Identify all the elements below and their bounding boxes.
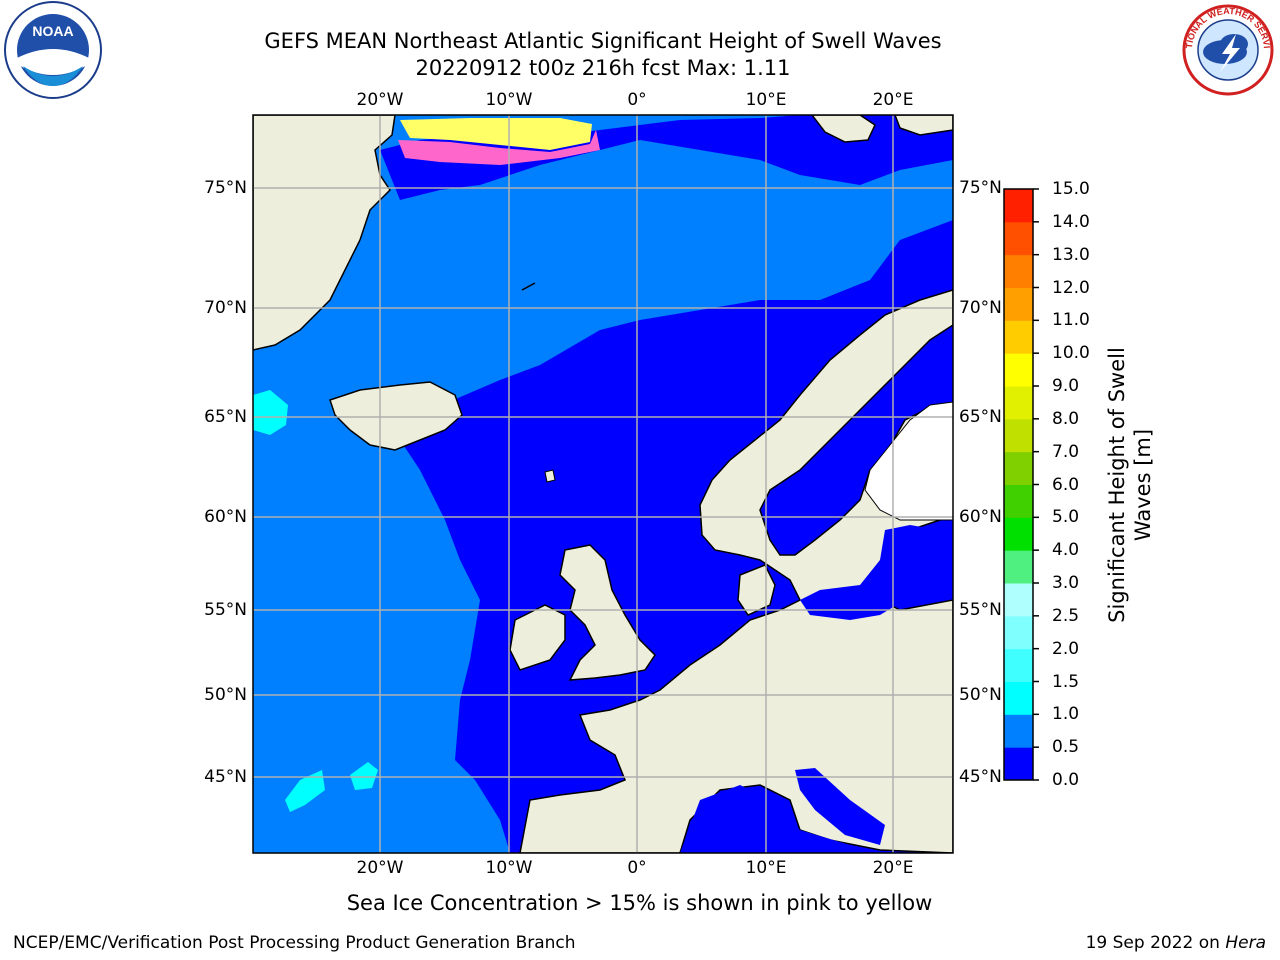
colorbar-segment [1004,221,1033,256]
colorbar-tick-label: 2.5 [1052,605,1080,626]
colorbar-tick-label: 13.0 [1052,244,1090,265]
colorbar-tick-label: 11.0 [1052,310,1090,331]
lat-label-right-55n: 55°N [959,600,1002,620]
colorbar-segment [1004,254,1033,288]
run-date: 19 Sep 2022 on Hera [1086,933,1266,953]
colorbar-tick-label: 2.0 [1052,638,1080,659]
colorbar-tick-label: 14.0 [1052,211,1090,232]
colorbar-tick-label: 12.0 [1052,277,1090,298]
sea-mediterranean [680,785,890,853]
sea-adriatic [795,768,885,845]
noaa-logo-icon: NOAA [4,1,102,99]
lon-label-bottom-0: 0° [627,858,647,878]
lon-label-top-0: 0° [627,90,647,110]
graticule [253,115,953,853]
colorbar-segment [1004,550,1033,584]
lat-label-right-65n: 65°N [959,407,1002,427]
lat-label-left-70n: 70°N [204,298,247,318]
colorbar-segment [1004,418,1033,453]
nws-logo-icon: NATIONAL WEATHER SERVICE [1178,4,1274,96]
colorbar-tick-label: 15.0 [1052,179,1090,199]
colorbar-tick-label: 1.0 [1052,704,1080,725]
lat-label-left-45n: 45°N [204,767,247,787]
land-svalbard [811,115,876,143]
colorbar-segment [1004,451,1033,485]
swell-zone-cyan-west [253,390,288,435]
lon-label-bottom-10w: 10°W [485,858,533,878]
colorbar-segment [1004,353,1033,387]
colorbar-segment [1004,484,1033,518]
lat-label-left-50n: 50°N [204,685,247,705]
swell-zone-cyan-south [285,770,325,812]
land-faroe [544,469,556,483]
colorbar-segment [1004,287,1033,321]
credit-text: NCEP/EMC/Verification Post Processing Pr… [13,933,576,953]
lon-label-top-20w: 20°W [356,90,404,110]
lat-label-right-75n: 75°N [959,178,1002,198]
lon-label-bottom-10e: 10°E [745,858,787,878]
land-ireland [509,604,566,671]
land-jan-mayen [521,282,536,291]
land-greenland [253,115,396,351]
map-frame [252,114,954,854]
colorbar-title: Significant Height of Swell Waves [m] [1105,347,1155,623]
colorbar-tick-label: 9.0 [1052,376,1080,396]
lat-label-left-55n: 55°N [204,600,247,620]
run-host: Hera [1225,933,1266,953]
sea-ice-note: Sea Ice Concentration > 15% is shown in … [346,891,933,915]
lat-label-left-75n: 75°N [204,178,247,198]
colorbar-tick-label: 7.0 [1052,441,1080,462]
land-iceland [329,381,463,451]
lon-label-top-20e: 20°E [872,90,914,110]
colorbar-tick-label: 0.0 [1052,770,1080,790]
lat-label-right-50n: 50°N [959,685,1002,705]
land-svalbard-east [894,115,953,136]
svg-text:NOAA: NOAA [32,23,73,39]
colorbar-tick-label: 0.5 [1052,737,1080,758]
run-date-text: 19 Sep 2022 on [1085,933,1220,953]
lat-label-right-45n: 45°N [959,767,1002,787]
colorbar-tick-label: 6.0 [1052,474,1080,495]
land-great-britain [559,544,656,681]
lon-label-top-10e: 10°E [745,90,787,110]
swell-zone-low-north [380,115,953,200]
colorbar-segment [1004,320,1033,354]
lat-label-right-60n: 60°N [959,507,1002,527]
colorbar-tick-label: 3.0 [1052,573,1080,593]
colorbar-segment [1004,681,1033,715]
colorbar-segment [1004,747,1033,781]
colorbar-segment [1004,583,1033,617]
colorbar-tick-label: 8.0 [1052,408,1080,429]
lon-label-top-10w: 10°W [485,90,533,110]
colorbar-tick-label: 1.5 [1052,671,1080,692]
sea-ice-pink [398,130,600,165]
sea-baltic [800,525,950,620]
lat-label-right-70n: 70°N [959,298,1002,318]
lon-label-bottom-20e: 20°E [872,858,914,878]
colorbar-segment [1004,189,1033,223]
colorbar-frame [1003,188,1034,781]
colorbar-segment [1004,517,1033,551]
colorbar-segment [1004,714,1033,748]
colorbar-tick-label: 10.0 [1052,343,1090,364]
sea-ice-yellow [400,118,592,150]
swell-zone-cyan-south2 [350,762,378,790]
map-subtitle: 20220912 t00z 216h fcst Max: 1.11 [415,56,791,80]
no-data-bothnia [864,401,953,521]
colorbar-segment [1004,386,1033,420]
lon-label-bottom-20w: 20°W [356,858,404,878]
lat-label-left-65n: 65°N [204,407,247,427]
colorbar [1004,188,1039,781]
colorbar-segment [1004,648,1033,682]
map-title: GEFS MEAN Northeast Atlantic Significant… [264,29,942,53]
lat-label-left-60n: 60°N [204,507,247,527]
map-area [253,115,953,853]
colorbar-tick-label: 4.0 [1052,540,1080,561]
colorbar-segment [1004,615,1033,650]
colorbar-tick-label: 5.0 [1052,507,1080,528]
